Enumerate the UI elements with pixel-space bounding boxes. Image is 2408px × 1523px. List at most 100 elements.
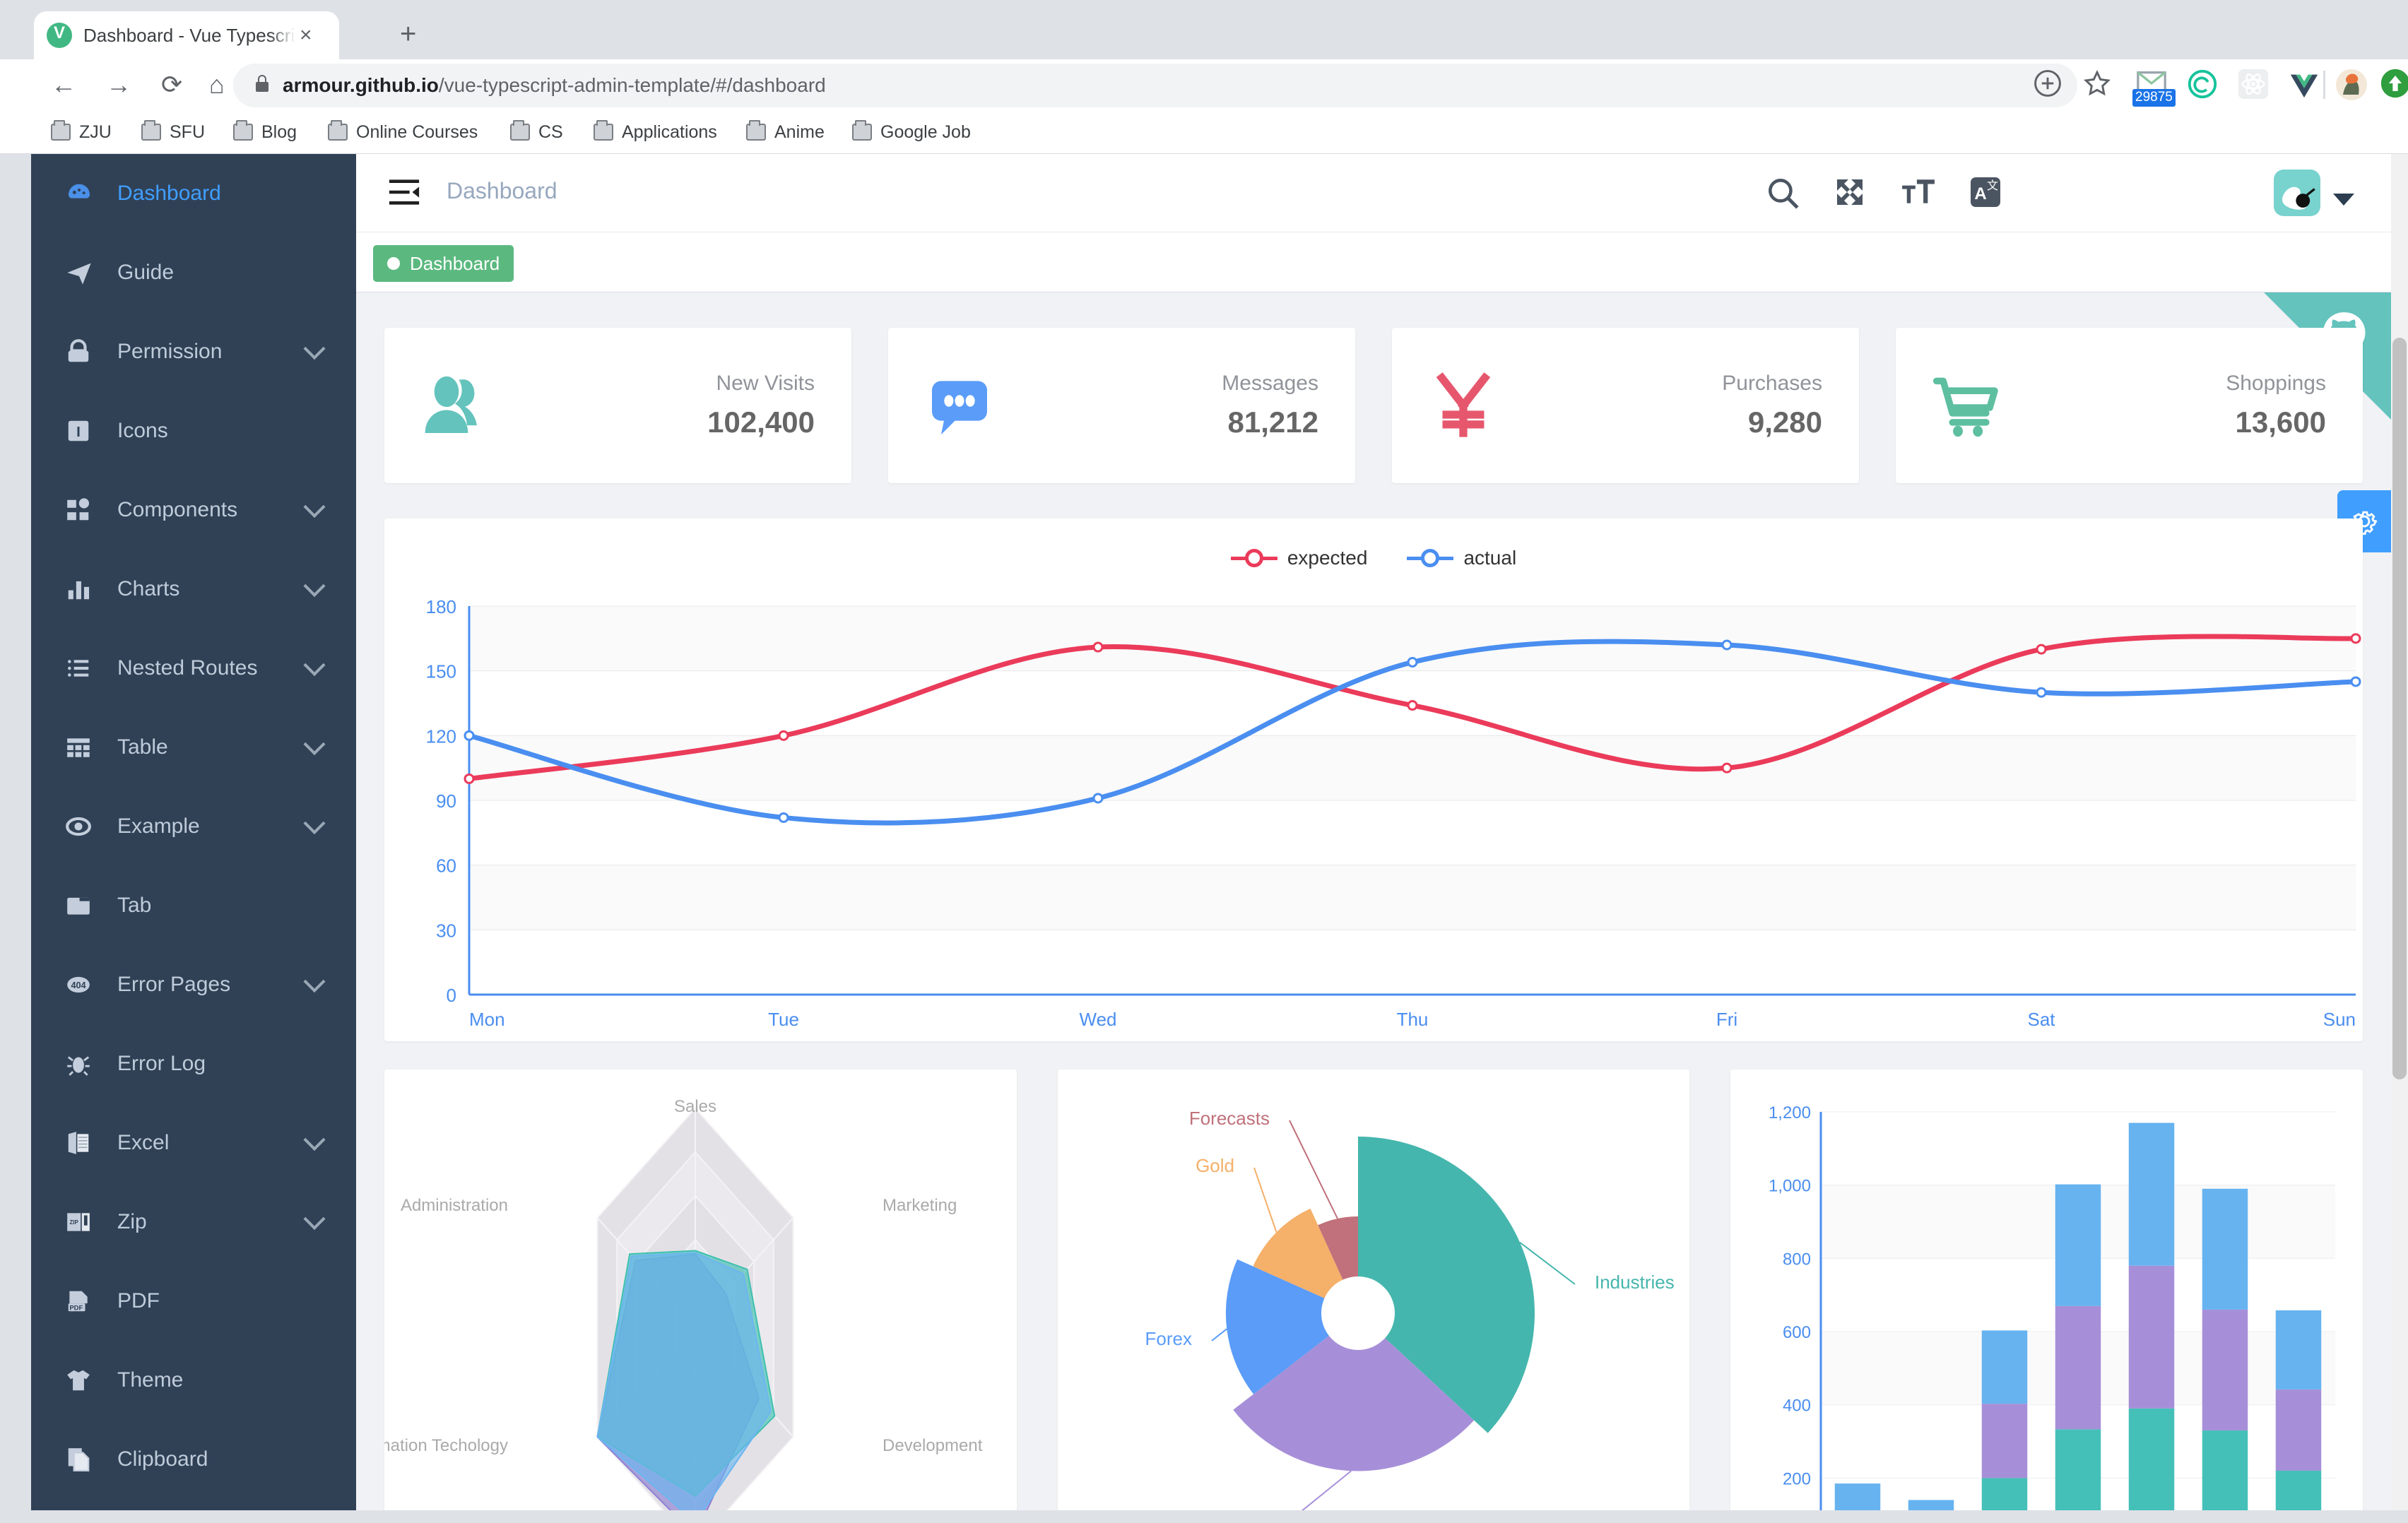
- nested-list-icon: [65, 655, 102, 682]
- svg-text:Sat: Sat: [2027, 1009, 2055, 1030]
- bookmark-label: Applications: [622, 122, 717, 142]
- upload-extension-icon[interactable]: [2380, 68, 2408, 102]
- web-page-viewport: Dashboard Guide Permission I Icons Compo…: [31, 154, 2391, 1510]
- bookmark-label: ZJU: [79, 122, 112, 142]
- page-scrollbar-track[interactable]: [2391, 154, 2408, 1510]
- sidebar-item-label: Error Log: [117, 1052, 206, 1075]
- line-chart-legend: expected actual: [384, 547, 2363, 569]
- svg-text:1,200: 1,200: [1769, 1103, 1811, 1122]
- svg-text:文: 文: [1987, 179, 1998, 192]
- svg-text:Industries: Industries: [1595, 1272, 1675, 1293]
- forward-icon[interactable]: →: [106, 70, 131, 99]
- stat-card-shoppings[interactable]: Shoppings 13,600: [1896, 328, 2363, 483]
- fullscreen-icon[interactable]: [1833, 175, 1868, 211]
- stat-card-new-visits[interactable]: New Visits 102,400: [384, 328, 851, 483]
- message-icon: [921, 367, 998, 444]
- pie-chart-svg[interactable]: IndustriesTechnologyForexGoldForecastsIn…: [1058, 1069, 1680, 1510]
- bookmark-cs[interactable]: CS: [510, 119, 563, 146]
- sidebar-item-charts[interactable]: Charts: [31, 550, 356, 629]
- stat-label: Purchases: [1722, 372, 1822, 395]
- pdf-icon: PDF: [65, 1288, 102, 1315]
- search-icon[interactable]: [1765, 175, 1800, 211]
- breadcrumb[interactable]: Dashboard: [447, 178, 557, 203]
- sidebar-item-guide[interactable]: Guide: [31, 233, 356, 312]
- sidebar-item-tab[interactable]: Tab: [31, 866, 356, 945]
- sidebar-item-nested-routes[interactable]: Nested Routes: [31, 629, 356, 708]
- gmail-badge-icon[interactable]: 29875: [2132, 68, 2176, 107]
- react-devtools-icon[interactable]: [2237, 68, 2271, 102]
- sidebar-item-error-log[interactable]: Error Log: [31, 1024, 356, 1103]
- bookmark-star-icon[interactable]: [2082, 68, 2115, 102]
- radar-chart-card[interactable]: SalesMarketingDevelopmentCustomer Suppor…: [384, 1069, 1017, 1510]
- lock-icon: [65, 338, 102, 365]
- vue-devtools-icon[interactable]: [2288, 68, 2322, 102]
- bookmark-applications[interactable]: Applications: [594, 119, 717, 146]
- icon-font-icon: I: [65, 417, 102, 444]
- chevron-down-icon: [303, 812, 326, 835]
- sidebar-item-icons[interactable]: I Icons: [31, 391, 356, 470]
- grammarly-icon[interactable]: [2186, 68, 2220, 102]
- chevron-down-icon[interactable]: [2333, 194, 2354, 206]
- line-chart-svg[interactable]: 0 30 60 90 120 150 180 Mon Tue Wed Thu Fri Sat Sun: [406, 596, 2370, 1034]
- bookmark-label: Online Courses: [356, 122, 478, 142]
- legend-item-expected[interactable]: expected: [1230, 547, 1367, 569]
- add-to-cart-icon[interactable]: [2032, 68, 2066, 102]
- home-icon[interactable]: ⌂: [209, 70, 225, 99]
- bookmark-label: Blog: [261, 122, 297, 142]
- sidebar-item-clipboard[interactable]: Clipboard: [31, 1420, 356, 1499]
- stat-value: 13,600: [2235, 405, 2326, 439]
- font-size-icon[interactable]: [1901, 175, 1936, 211]
- hamburger-collapse-icon[interactable]: [388, 177, 420, 208]
- reload-icon[interactable]: ⟳: [161, 70, 183, 99]
- sidebar-item-dashboard[interactable]: Dashboard: [31, 154, 356, 233]
- sidebar-item-example[interactable]: Example: [31, 787, 356, 866]
- svg-text:A: A: [1974, 184, 1986, 203]
- folder-icon: [746, 120, 766, 141]
- svg-text:200: 200: [1783, 1469, 1811, 1488]
- profile-avatar-icon[interactable]: [2335, 68, 2368, 102]
- page-scrollbar-thumb[interactable]: [2392, 338, 2407, 1079]
- sidebar-item-label: Components: [117, 498, 238, 521]
- back-icon[interactable]: ←: [51, 70, 76, 99]
- sidebar-item-label: Theme: [117, 1368, 184, 1392]
- radar-chart-svg[interactable]: SalesMarketingDevelopmentCustomer Suppor…: [384, 1069, 1006, 1510]
- example-ring-icon: [65, 813, 102, 840]
- address-bar[interactable]: armour.github.io/vue-typescript-admin-te…: [233, 64, 2077, 107]
- sidebar-item-pdf[interactable]: PDF PDF: [31, 1262, 356, 1341]
- bookmark-zju[interactable]: ZJU: [51, 119, 112, 146]
- sidebar-item-components[interactable]: Components: [31, 470, 356, 550]
- tag-dashboard[interactable]: Dashboard: [373, 245, 514, 282]
- sidebar-item-error-pages[interactable]: 404 Error Pages: [31, 945, 356, 1024]
- sidebar-item-zip[interactable]: ZIP Zip: [31, 1183, 356, 1262]
- close-icon[interactable]: ×: [300, 23, 312, 47]
- chevron-down-icon: [303, 575, 326, 598]
- pie-chart-card[interactable]: IndustriesTechnologyForexGoldForecastsIn…: [1057, 1069, 1690, 1510]
- sidebar-item-permission[interactable]: Permission: [31, 312, 356, 391]
- svg-text:60: 60: [436, 855, 456, 877]
- folder-icon: [328, 120, 348, 141]
- stat-text: Messages 81,212: [1222, 372, 1318, 439]
- bar-chart-card[interactable]: 200 400 600 800 1,000 1,200: [1730, 1069, 2363, 1510]
- stat-card-purchases[interactable]: Purchases 9,280: [1392, 328, 1859, 483]
- bookmark-blog[interactable]: Blog: [233, 119, 297, 146]
- bar-chart-svg[interactable]: 200 400 600 800 1,000 1,200: [1730, 1069, 2352, 1510]
- browser-tab[interactable]: Dashboard - Vue Typescript Ad ×: [34, 11, 339, 59]
- sidebar-item-table[interactable]: Table: [31, 708, 356, 787]
- sidebar-item-label: Excel: [117, 1131, 170, 1154]
- bookmark-label: SFU: [170, 122, 205, 142]
- new-tab-button[interactable]: +: [400, 18, 417, 49]
- stat-card-messages[interactable]: Messages 81,212: [888, 328, 1355, 483]
- stat-text: Shoppings 13,600: [2226, 372, 2326, 439]
- bookmark-anime[interactable]: Anime: [746, 119, 825, 146]
- bookmark-google-job[interactable]: Google Job: [852, 119, 971, 146]
- avatar[interactable]: [2274, 170, 2320, 216]
- folder-tab-icon: [65, 892, 102, 919]
- sidebar-item-theme[interactable]: Theme: [31, 1341, 356, 1420]
- bookmark-online-courses[interactable]: Online Courses: [328, 119, 478, 146]
- stat-text: Purchases 9,280: [1722, 372, 1822, 439]
- sidebar-item-excel[interactable]: Excel: [31, 1103, 356, 1183]
- legend-item-actual[interactable]: actual: [1407, 547, 1516, 569]
- bookmark-sfu[interactable]: SFU: [141, 119, 205, 146]
